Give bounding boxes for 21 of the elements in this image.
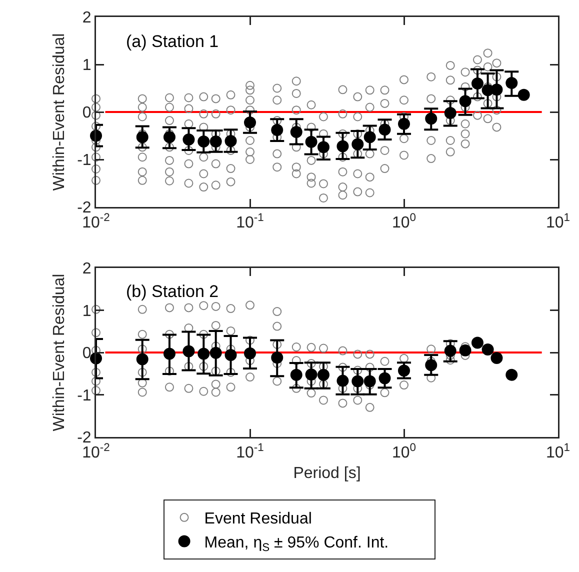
y-axis-title: Within-Event Residual [51,33,68,191]
y-tick-label: 1 [82,302,92,320]
y-axis-title: Within-Event Residual [51,274,68,432]
legend-label: Mean, η$_{S}$ ± 95% Conf. Int. [204,534,389,554]
x-axis-title: Period [s] [293,465,361,482]
x-tick-label: 10$^{0}$ [392,212,416,232]
y-tick-label: 1 [82,57,92,74]
y-tick-label: -1 [77,152,92,170]
y-tick-label: 0 [82,104,92,122]
x-tick-label: 10$^{0}$ [392,442,416,462]
x-tick-label: 10$^{-1}$ [236,442,264,462]
y-tick-label: -1 [77,387,92,404]
y-tick-label: 2 [82,10,92,27]
y-tick-label: 2 [82,260,92,278]
x-tick-label: 10$^{-1}$ [236,212,264,232]
x-tick-label: 10$^{1}$ [546,212,570,232]
annotation: (b) Station 2 [126,282,219,301]
legend-label: Event Residual [204,510,312,528]
x-tick-label: 10$^{1}$ [546,442,570,462]
y-tick-label: 0 [82,345,92,362]
annotation: (a) Station 1 [126,32,219,51]
